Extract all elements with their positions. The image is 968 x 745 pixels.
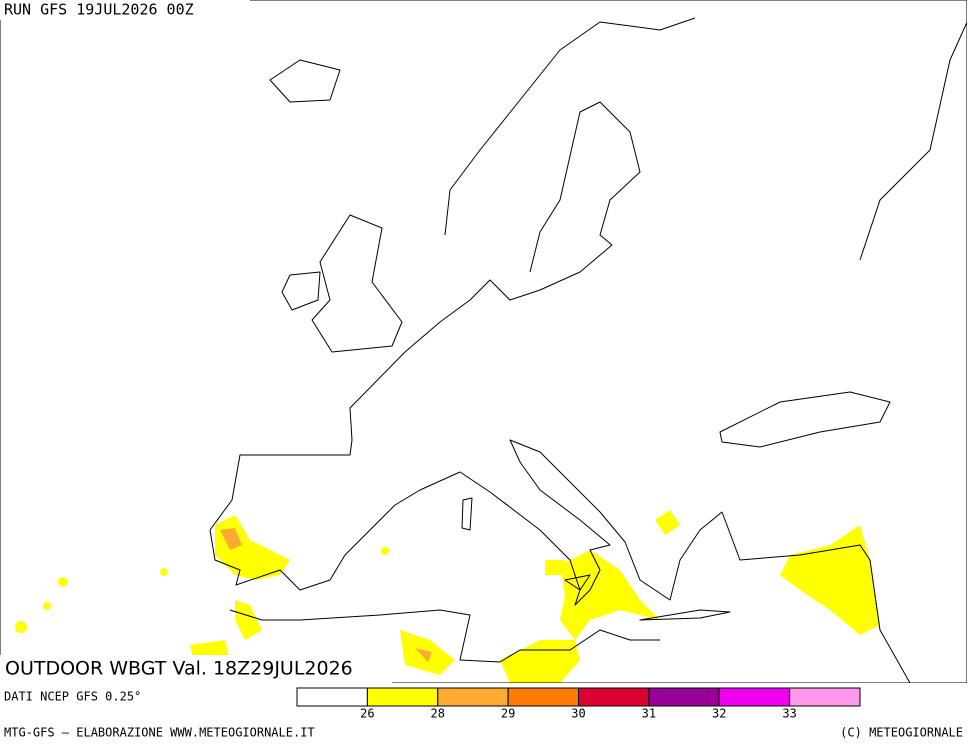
run-label-bg [0,0,250,20]
colorbar-label: 31 [642,707,656,721]
footer-left: MTG-GFS — ELABORAZIONE WWW.METEOGIORNALE… [4,726,315,740]
colorbar-label: 29 [501,707,515,721]
run-label: RUN GFS 19JUL2026 00Z [4,1,194,19]
source-label: DATI NCEP GFS 0.25° [4,690,141,704]
map-title: OUTDOOR WBGT Val. 18Z29JUL2026 [5,658,353,680]
colorbar-label: 32 [712,707,726,721]
map: RUN GFS 19JUL2026 00Z OUTDOOR WBGT Val. … [0,0,967,683]
colorbar-label: 30 [571,707,585,721]
colorbar-box [718,687,791,707]
colorbar-label: 26 [360,707,374,721]
colorbar-box [366,687,439,707]
colorbar-box [437,687,509,707]
colorbar-box [648,687,720,707]
colorbar-box [789,687,861,707]
colorbar-box [507,687,579,707]
colorbar-label: 33 [782,707,796,721]
colorbar-box [296,687,368,707]
title-bg [0,655,392,683]
colorbar-box [578,687,650,707]
footer-right: (C) METEOGIORNALE [840,726,963,740]
colorbar: 26 28 29 30 31 32 33 [296,687,861,721]
coastlines [209,17,967,683]
colorbar-label: 28 [431,707,445,721]
